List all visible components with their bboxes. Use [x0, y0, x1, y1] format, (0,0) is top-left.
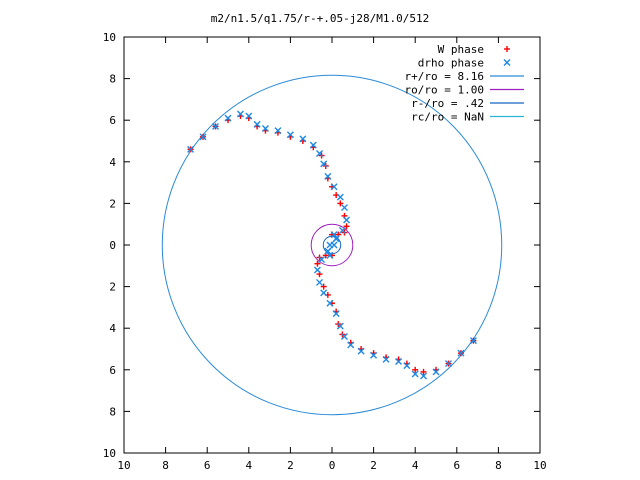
drho-phase-point: [330, 231, 338, 239]
drho-phase-point: [253, 120, 261, 128]
y-tick-label: 8: [109, 73, 116, 86]
x-tick-label: 10: [117, 459, 130, 472]
circle-r-ro: [322, 235, 342, 255]
w-phase-point: [412, 366, 419, 373]
drho-phase-point: [224, 114, 232, 122]
drho-phase-point: [245, 112, 253, 120]
y-tick-label: 6: [109, 114, 116, 127]
x-tick-label: 2: [287, 459, 294, 472]
y-tick-label: 8: [109, 405, 116, 418]
x-tick-label: 6: [204, 459, 211, 472]
series-marks: [187, 110, 477, 380]
legend-label: ro/ro = 1.00: [405, 84, 484, 97]
drho-phase-point: [313, 266, 321, 274]
x-tick-label: 8: [162, 459, 169, 472]
drho-phase-point: [326, 299, 334, 307]
legend-marker: [504, 46, 510, 52]
drho-phase-point: [236, 110, 244, 118]
x-tick-label: 0: [329, 459, 336, 472]
w-phase-point: [320, 283, 327, 290]
drho-phase-point: [316, 278, 324, 286]
drho-phase-point: [395, 357, 403, 365]
drho-phase-point: [330, 241, 338, 249]
legend-marker: [503, 59, 511, 66]
w-phase-point: [420, 368, 427, 375]
chart-title: m2/n1.5/q1.75/r-+.05-j28/M1.0/512: [211, 12, 430, 25]
drho-phase-point: [286, 131, 294, 139]
drho-phase-point: [370, 351, 378, 359]
x-tick-label: 8: [495, 459, 502, 472]
drho-phase-point: [332, 310, 340, 318]
drho-phase-point: [340, 333, 348, 341]
legend-label: r-/ro = .42: [411, 97, 484, 110]
y-tick-label: 2: [109, 197, 116, 210]
drho-phase-point: [403, 362, 411, 370]
w-phase-point: [314, 260, 321, 267]
drho-phase-point: [320, 160, 328, 168]
y-tick-label: 6: [109, 364, 116, 377]
drho-phase-point: [347, 341, 355, 349]
drho-phase-point: [432, 368, 440, 376]
drho-phase-point: [316, 149, 324, 157]
drho-phase-point: [332, 235, 340, 243]
drho-phase-point: [330, 183, 338, 191]
circle-r-ro: [161, 74, 503, 416]
drho-phase-point: [187, 145, 195, 153]
x-tick-label: 4: [412, 459, 419, 472]
drho-phase-point: [326, 251, 334, 259]
legend-label: drho phase: [418, 57, 484, 70]
x-tick-label: 4: [245, 459, 252, 472]
drho-phase-point: [411, 370, 419, 378]
drho-phase-point: [336, 193, 344, 201]
drho-phase-point: [324, 172, 332, 180]
drho-phase-point: [340, 204, 348, 212]
legend-label: W phase: [438, 43, 484, 56]
drho-phase-point: [318, 256, 326, 264]
w-phase-point: [343, 223, 350, 230]
drho-phase-point: [457, 349, 465, 357]
drho-phase-point: [324, 247, 332, 255]
drho-phase-point: [338, 226, 346, 234]
drho-phase-point: [320, 289, 328, 297]
y-tick-label: 10: [103, 31, 116, 44]
drho-phase-point: [420, 372, 428, 380]
legend-label: r+/ro = 8.16: [405, 70, 484, 83]
x-tick-label: 2: [370, 459, 377, 472]
drho-phase-point: [309, 141, 317, 149]
y-tick-label: 4: [109, 156, 116, 169]
x-tick-label: 6: [453, 459, 460, 472]
y-tick-label: 0: [109, 239, 116, 252]
drho-phase-point: [357, 347, 365, 355]
drho-phase-point: [212, 122, 220, 130]
drho-phase-point: [274, 127, 282, 135]
legend-label: rc/ro = NaN: [411, 111, 484, 124]
w-phase-point: [337, 200, 344, 207]
drho-phase-point: [199, 133, 207, 141]
drho-phase-point: [444, 360, 452, 368]
drho-phase-point: [299, 135, 307, 143]
drho-phase-point: [336, 322, 344, 330]
y-tick-label: 4: [109, 322, 116, 335]
drho-phase-point: [261, 125, 269, 133]
y-tick-label: 2: [109, 281, 116, 294]
circle-ro-ro: [310, 223, 354, 267]
x-tick-label: 10: [533, 459, 546, 472]
drho-phase-point: [382, 355, 390, 363]
y-tick-label: 10: [103, 447, 116, 460]
drho-phase-point: [469, 337, 477, 345]
drho-phase-point: [343, 216, 351, 224]
